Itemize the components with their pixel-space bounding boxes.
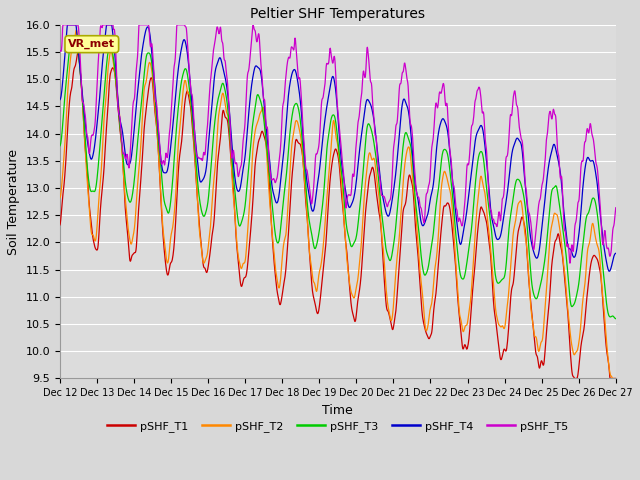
pSHF_T5 — [56, 48, 64, 53]
pSHF_T5 — [59, 22, 67, 28]
pSHF_T4 — [372, 141, 380, 147]
pSHF_T4 — [122, 157, 130, 163]
Line: pSHF_T5: pSHF_T5 — [60, 25, 616, 263]
pSHF_T1 — [612, 376, 620, 382]
pSHF_T5 — [612, 205, 620, 211]
pSHF_T5 — [99, 22, 107, 28]
pSHF_T3 — [68, 35, 76, 40]
pSHF_T1 — [372, 192, 380, 198]
pSHF_T4 — [99, 50, 107, 56]
pSHF_T2 — [72, 27, 80, 33]
pSHF_T1 — [304, 221, 312, 227]
pSHF_T5 — [304, 171, 312, 177]
pSHF_T5 — [372, 140, 380, 146]
pSHF_T2 — [314, 283, 321, 288]
pSHF_T3 — [612, 316, 620, 322]
pSHF_T2 — [372, 176, 380, 181]
pSHF_T2 — [56, 195, 64, 201]
Line: pSHF_T1: pSHF_T1 — [60, 53, 616, 379]
pSHF_T2 — [292, 118, 300, 123]
pSHF_T5 — [566, 260, 573, 266]
pSHF_T1 — [122, 214, 130, 220]
Legend: pSHF_T1, pSHF_T2, pSHF_T3, pSHF_T4, pSHF_T5: pSHF_T1, pSHF_T2, pSHF_T3, pSHF_T4, pSHF… — [102, 417, 573, 437]
Line: pSHF_T4: pSHF_T4 — [60, 25, 616, 271]
pSHF_T4 — [56, 97, 64, 103]
pSHF_T1 — [56, 222, 64, 228]
pSHF_T4 — [605, 268, 613, 274]
pSHF_T3 — [56, 143, 64, 149]
pSHF_T5 — [122, 155, 130, 161]
pSHF_T1 — [99, 174, 107, 180]
pSHF_T4 — [304, 183, 312, 189]
pSHF_T4 — [63, 22, 71, 28]
Line: pSHF_T2: pSHF_T2 — [60, 30, 616, 379]
pSHF_T3 — [122, 184, 130, 190]
Y-axis label: Soil Temperature: Soil Temperature — [7, 149, 20, 255]
pSHF_T1 — [571, 376, 579, 382]
pSHF_T2 — [612, 376, 620, 382]
pSHF_T3 — [372, 159, 380, 165]
Text: VR_met: VR_met — [68, 39, 115, 49]
Title: Peltier SHF Temperatures: Peltier SHF Temperatures — [250, 7, 426, 21]
pSHF_T1 — [292, 137, 300, 143]
pSHF_T2 — [609, 376, 616, 382]
pSHF_T5 — [314, 149, 321, 155]
pSHF_T4 — [612, 251, 620, 256]
pSHF_T5 — [292, 48, 300, 53]
pSHF_T4 — [314, 180, 321, 186]
X-axis label: Time: Time — [323, 404, 353, 417]
pSHF_T2 — [304, 222, 312, 228]
pSHF_T3 — [304, 204, 312, 210]
pSHF_T2 — [99, 128, 107, 133]
Line: pSHF_T3: pSHF_T3 — [60, 37, 616, 319]
pSHF_T2 — [122, 203, 130, 208]
pSHF_T1 — [74, 50, 82, 56]
pSHF_T3 — [99, 101, 107, 107]
pSHF_T1 — [314, 311, 321, 316]
pSHF_T3 — [314, 238, 321, 243]
pSHF_T3 — [292, 100, 300, 106]
pSHF_T4 — [292, 70, 300, 76]
